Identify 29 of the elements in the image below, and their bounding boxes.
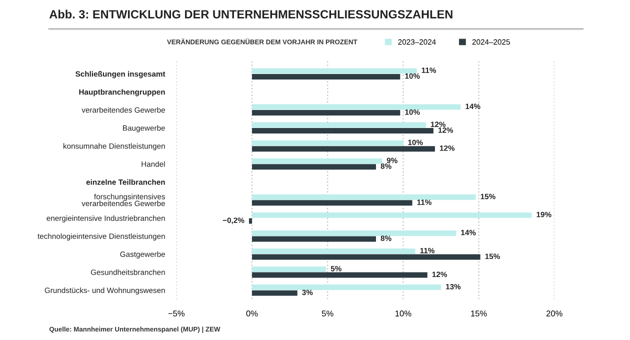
- bar: [252, 140, 404, 146]
- x-tick-label: 10%: [395, 310, 412, 316]
- bar: [248, 218, 252, 224]
- bar: [252, 254, 480, 260]
- bar: [252, 158, 382, 164]
- bar: [252, 284, 441, 290]
- bar: [252, 74, 400, 80]
- bar: [252, 122, 426, 128]
- bar: [252, 230, 456, 236]
- x-tick-label: 15%: [471, 310, 487, 316]
- bar: [252, 104, 461, 110]
- bar: [252, 200, 412, 206]
- bar: [252, 272, 428, 278]
- bar: [252, 110, 400, 116]
- bar: [252, 128, 434, 134]
- bar: [252, 248, 416, 254]
- x-tick-label: 20%: [546, 310, 562, 316]
- bar: [252, 290, 298, 296]
- x-tick-label: −5%: [168, 310, 185, 316]
- chart-title: Abb. 3: ENTWICKLUNG DER UNTERNEHMENSSCHLIESSUNGSZAHLEN: [49, 10, 452, 18]
- bar: [252, 146, 435, 152]
- x-tick-label: 5%: [322, 310, 334, 316]
- bar: [252, 194, 476, 200]
- bar: [252, 164, 376, 170]
- bar: [252, 236, 376, 242]
- x-tick-label: 0%: [246, 310, 258, 316]
- bar: [252, 68, 417, 74]
- bar: [252, 266, 326, 272]
- bar: [252, 212, 532, 218]
